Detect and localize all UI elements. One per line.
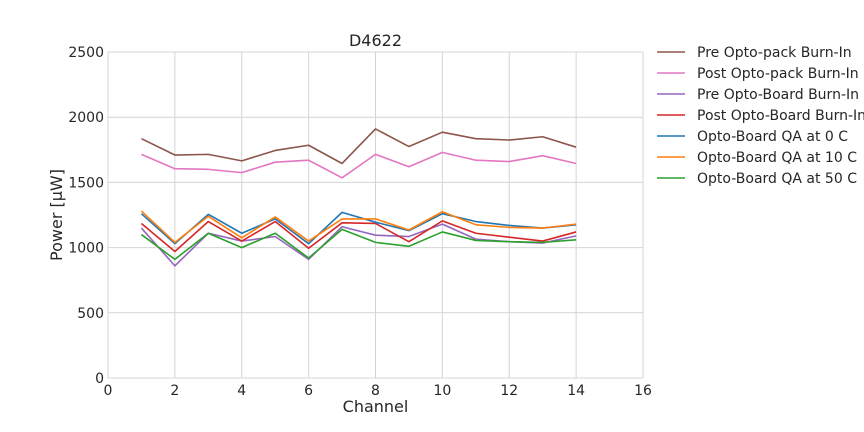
x-tick-label: 2 xyxy=(170,383,179,399)
x-tick-label: 16 xyxy=(634,383,652,399)
series-line-7 xyxy=(140,228,577,261)
series-line-6 xyxy=(140,210,577,244)
series-line-5 xyxy=(140,211,577,245)
legend-label: Opto-Board QA at 10 C xyxy=(697,150,857,166)
y-tick-label: 0 xyxy=(95,371,104,387)
x-tick-label: 8 xyxy=(371,383,380,399)
series-line-1 xyxy=(141,128,577,165)
legend-label: Opto-Board QA at 0 C xyxy=(697,129,848,145)
y-tick-label: 1500 xyxy=(68,175,104,191)
x-tick-label: 6 xyxy=(304,383,313,399)
legend-label: Opto-Board QA at 50 C xyxy=(697,171,857,187)
y-tick-label: 500 xyxy=(77,306,104,322)
legend-label: Post Opto-Board Burn-In xyxy=(697,108,864,124)
axes: 0 2 4 6 8 10 12 14 16 0 500 1000 1500 2000 2500 xyxy=(68,45,652,399)
legend: Pre Opto-pack Burn-In Post Opto-pack Burn… xyxy=(657,45,864,187)
legend-label: Pre Opto-Board Burn-In xyxy=(697,87,859,103)
series-line-4 xyxy=(140,220,577,253)
y-tick-label: 2000 xyxy=(68,110,104,126)
series-line-2 xyxy=(141,151,577,179)
x-tick-label: 12 xyxy=(500,383,518,399)
y-tick-label: 1000 xyxy=(68,241,104,257)
x-tick-label: 10 xyxy=(433,383,451,399)
y-tick-label: 2500 xyxy=(68,45,104,61)
x-tick-label: 4 xyxy=(237,383,246,399)
grid xyxy=(107,51,644,379)
x-tick-label: 14 xyxy=(567,383,585,399)
x-tick-label: 0 xyxy=(104,383,113,399)
series-lines xyxy=(140,128,577,267)
series-line-3 xyxy=(140,223,577,267)
legend-label: Post Opto-pack Burn-In xyxy=(697,66,859,82)
legend-label: Pre Opto-pack Burn-In xyxy=(697,45,852,61)
y-axis-title: Power [μW] xyxy=(47,169,66,261)
chart-title: D4622 xyxy=(349,31,402,50)
x-axis-title: Channel xyxy=(343,397,409,416)
